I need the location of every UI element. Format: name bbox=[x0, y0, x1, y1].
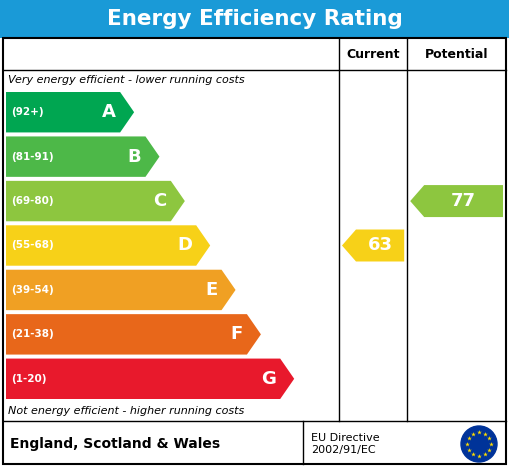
Text: (1-20): (1-20) bbox=[11, 374, 46, 384]
Polygon shape bbox=[6, 225, 210, 266]
Text: 63: 63 bbox=[367, 236, 392, 255]
Text: Energy Efficiency Rating: Energy Efficiency Rating bbox=[106, 9, 403, 29]
Text: (39-54): (39-54) bbox=[11, 285, 54, 295]
Text: B: B bbox=[128, 148, 142, 166]
Text: G: G bbox=[261, 370, 276, 388]
Text: C: C bbox=[154, 192, 167, 210]
Text: F: F bbox=[231, 325, 243, 343]
Text: EU Directive: EU Directive bbox=[311, 433, 380, 443]
Polygon shape bbox=[6, 181, 185, 221]
Polygon shape bbox=[6, 359, 294, 399]
Text: Current: Current bbox=[346, 48, 400, 61]
Text: Not energy efficient - higher running costs: Not energy efficient - higher running co… bbox=[8, 406, 244, 416]
Circle shape bbox=[461, 426, 497, 462]
Polygon shape bbox=[342, 229, 404, 262]
Text: (92+): (92+) bbox=[11, 107, 44, 117]
Bar bbox=[0, 0, 509, 38]
Text: 77: 77 bbox=[451, 192, 476, 210]
Polygon shape bbox=[6, 136, 159, 177]
Text: A: A bbox=[102, 103, 116, 121]
Text: 2002/91/EC: 2002/91/EC bbox=[311, 445, 376, 455]
Polygon shape bbox=[6, 270, 236, 310]
Text: (21-38): (21-38) bbox=[11, 329, 54, 340]
Polygon shape bbox=[6, 92, 134, 133]
Text: England, Scotland & Wales: England, Scotland & Wales bbox=[10, 437, 220, 451]
Text: Potential: Potential bbox=[425, 48, 488, 61]
Polygon shape bbox=[410, 185, 503, 217]
Text: (81-91): (81-91) bbox=[11, 152, 53, 162]
Text: E: E bbox=[205, 281, 217, 299]
Text: (69-80): (69-80) bbox=[11, 196, 53, 206]
Text: Very energy efficient - lower running costs: Very energy efficient - lower running co… bbox=[8, 75, 245, 85]
Polygon shape bbox=[6, 314, 261, 354]
Text: (55-68): (55-68) bbox=[11, 241, 54, 250]
Text: D: D bbox=[177, 236, 192, 255]
